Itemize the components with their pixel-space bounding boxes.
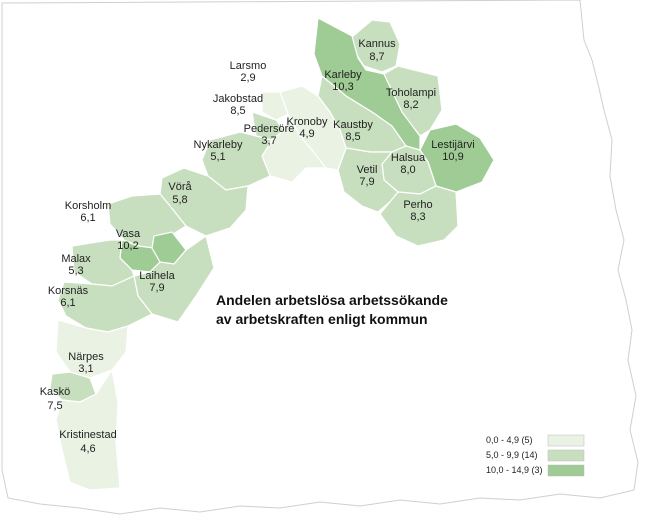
label-narpes-name: Närpes <box>68 351 104 363</box>
label-laihela-name: Laihela <box>139 270 175 282</box>
label-vora-name: Vörå <box>168 181 192 193</box>
region-larsmo <box>261 91 289 121</box>
legend-label-high: 10,0 - 14,9 (3) <box>486 465 543 475</box>
label-larsmo-name: Larsmo <box>230 60 267 72</box>
legend-swatch-mid <box>547 449 585 462</box>
label-kasko-value: 7,5 <box>47 400 62 412</box>
region-narpes <box>55 319 129 379</box>
label-korsnas-value: 6,1 <box>60 297 75 309</box>
map-title-line-2: av arbetskraften enligt kommun <box>216 311 428 327</box>
label-vora-value: 5,8 <box>172 194 187 206</box>
label-vasa-value: 10,2 <box>117 240 138 252</box>
label-vasa-name: Vasa <box>116 228 141 240</box>
region-toholampi <box>383 65 443 137</box>
label-pedersore-value: 3,7 <box>261 135 276 147</box>
label-narpes-value: 3,1 <box>78 363 93 375</box>
label-malax-name: Malax <box>61 253 91 265</box>
label-toholampi-value: 8,2 <box>403 99 418 111</box>
label-perho-value: 8,3 <box>410 211 425 223</box>
label-perho-name: Perho <box>403 199 432 211</box>
label-toholampi-name: Toholampi <box>386 87 436 99</box>
label-vetil-name: Vetil <box>357 164 378 176</box>
label-laihela-value: 7,9 <box>149 282 164 294</box>
label-karleby-value: 10,3 <box>332 81 353 93</box>
label-kannus-value: 8,7 <box>369 51 384 63</box>
region-nykarleby <box>201 131 273 191</box>
label-larsmo-value: 2,9 <box>240 72 255 84</box>
region-kristinestad <box>55 368 121 491</box>
region-perho <box>379 185 459 247</box>
label-kristinestad-value: 4,6 <box>80 443 95 455</box>
label-jakobstad-value: 8,5 <box>230 105 245 117</box>
legend-label-low: 0,0 - 4,9 (5) <box>486 435 533 445</box>
label-lestijarvi-name: Lestijärvi <box>431 139 474 151</box>
legend-label-mid: 5,0 - 9,9 (14) <box>486 450 538 460</box>
label-halsua-name: Halsua <box>391 152 426 164</box>
label-kristinestad-name: Kristinestad <box>59 429 116 441</box>
label-vetil-value: 7,9 <box>359 176 374 188</box>
label-kronoby-name: Kronoby <box>287 116 328 128</box>
label-nykarleby-value: 5,1 <box>210 151 225 163</box>
label-malax-value: 5,3 <box>68 265 83 277</box>
label-kannus-name: Kannus <box>358 38 396 50</box>
paper-sheet <box>1 0 639 515</box>
label-kasko-name: Kaskö <box>40 386 71 398</box>
label-kaustby-name: Kaustby <box>333 119 373 131</box>
legend-swatch-low <box>547 434 585 447</box>
label-korsholm-value: 6,1 <box>80 212 95 224</box>
label-halsua-value: 8,0 <box>400 164 415 176</box>
label-kronoby-value: 4,9 <box>299 128 314 140</box>
label-jakobstad-name: Jakobstad <box>213 93 263 105</box>
legend-swatch-high <box>547 464 585 477</box>
region-laihela <box>133 235 215 323</box>
label-lestijarvi-value: 10,9 <box>442 151 463 163</box>
label-korsnas-name: Korsnäs <box>48 285 89 297</box>
map-title-line-1: Andelen arbetslösa arbetssökande <box>216 292 448 308</box>
label-korsholm-name: Korsholm <box>65 200 111 212</box>
region-malax <box>71 239 135 287</box>
region-korsnas <box>57 275 153 333</box>
label-nykarleby-name: Nykarleby <box>194 139 243 151</box>
label-karleby-name: Karleby <box>324 69 362 81</box>
label-kaustby-value: 8,5 <box>345 131 360 143</box>
label-pedersore-name: Pedersöre <box>244 123 295 135</box>
legend: 0,0 - 4,9 (5) 5,0 - 9,9 (14) 10,0 - 14,9… <box>486 434 585 477</box>
